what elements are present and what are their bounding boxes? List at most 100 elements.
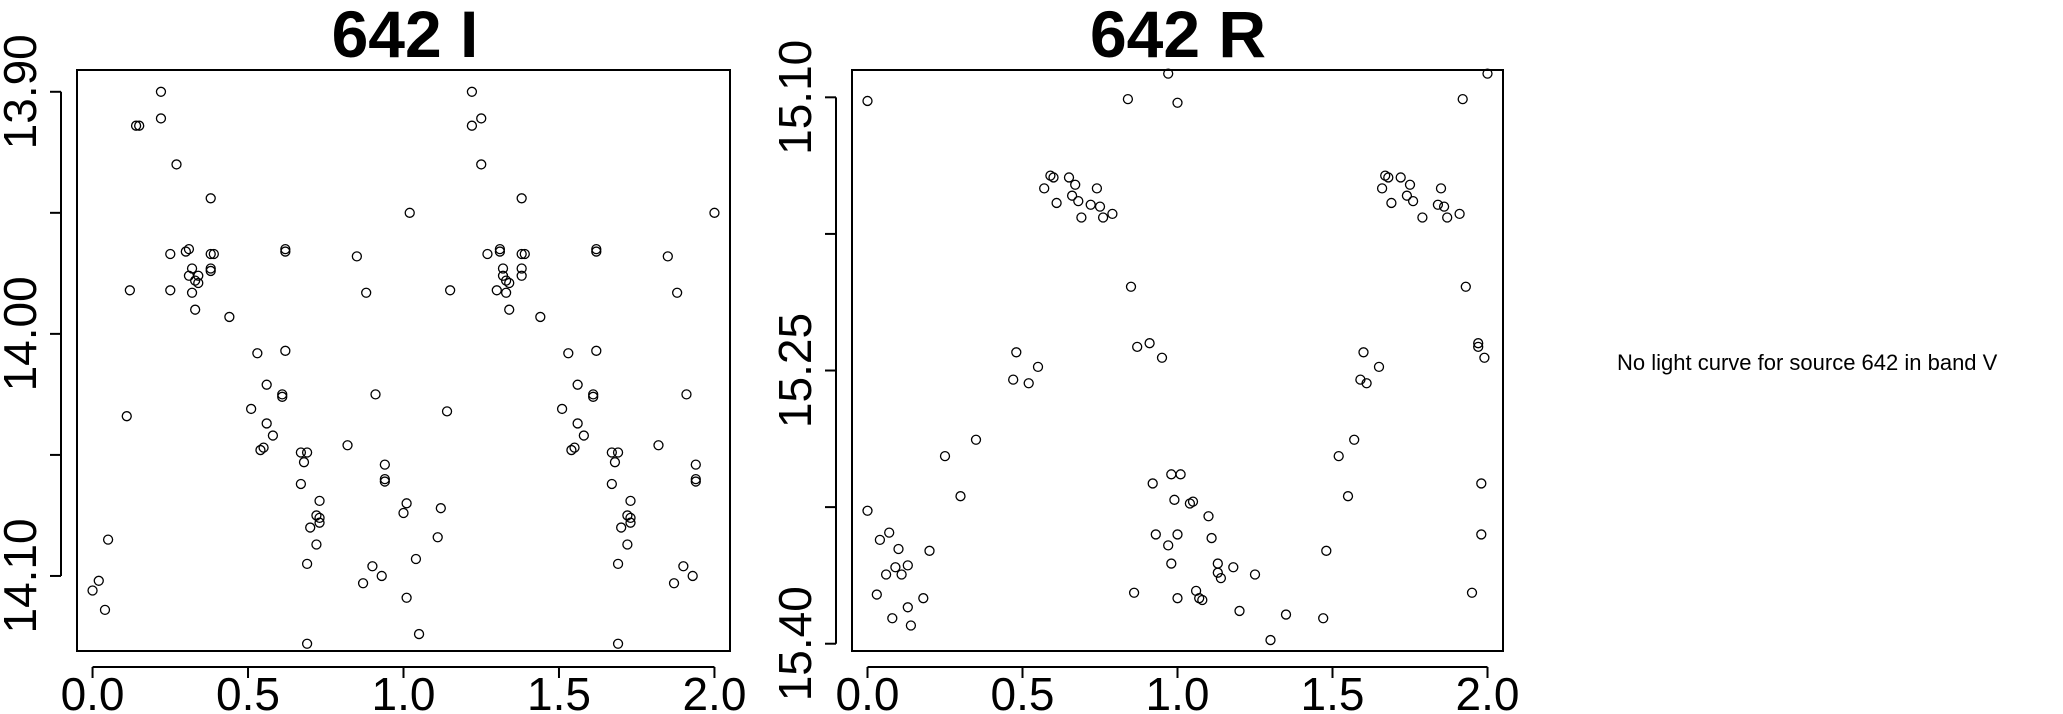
data-point: [1175, 469, 1186, 480]
data-point: [93, 575, 104, 586]
data-point: [130, 120, 142, 131]
data-point: [625, 517, 636, 528]
x-tick-label: 0.0: [836, 668, 900, 714]
data-point: [1166, 469, 1177, 480]
data-point: [1280, 609, 1292, 620]
data-point: [1349, 434, 1360, 445]
y-tick-label: 14.00: [0, 276, 46, 391]
data-point: [379, 476, 390, 487]
data-point: [1107, 208, 1118, 220]
data-point: [1358, 347, 1369, 358]
data-point: [245, 403, 257, 415]
data-point: [410, 553, 422, 565]
plot-frame: [76, 69, 731, 652]
data-point: [709, 207, 720, 218]
data-point: [1466, 587, 1478, 598]
data-point: [1097, 212, 1109, 223]
data-point: [1172, 593, 1183, 604]
x-tick-label: 1.5: [1301, 668, 1365, 714]
data-point: [1376, 183, 1388, 194]
x-tick-label: 0.5: [991, 668, 1055, 714]
data-point: [1048, 172, 1059, 183]
data-point: [301, 558, 313, 569]
data-point: [102, 534, 114, 545]
data-point: [1417, 212, 1428, 223]
data-point: [497, 263, 509, 274]
data-point: [193, 270, 204, 281]
data-point: [918, 593, 929, 604]
x-tick-label: 0.5: [216, 668, 280, 714]
data-point: [862, 95, 873, 107]
data-point: [1094, 201, 1106, 212]
x-tick-label: 2.0: [1456, 668, 1520, 714]
data-point: [351, 251, 363, 262]
data-point: [1318, 613, 1329, 624]
data-point: [186, 263, 198, 274]
y-tick-label: 15.10: [769, 40, 821, 155]
data-point: [1249, 569, 1261, 580]
data-point: [1073, 195, 1084, 207]
data-point: [1482, 68, 1493, 79]
x-tick-label: 0.0: [61, 668, 125, 714]
data-point: [1395, 172, 1406, 183]
data-point: [653, 440, 664, 451]
data-point: [1132, 341, 1143, 352]
x-tick-label: 2.0: [682, 668, 746, 714]
data-point: [193, 277, 204, 289]
data-point: [491, 285, 502, 296]
data-point: [476, 113, 487, 124]
data-point: [261, 379, 272, 390]
data-point: [1128, 587, 1140, 598]
data-point: [887, 613, 898, 624]
data-point: [444, 285, 456, 296]
data-point: [1438, 201, 1450, 212]
data-point: [190, 304, 201, 315]
data-point: [1476, 529, 1487, 540]
data-point: [165, 285, 176, 296]
data-point: [612, 638, 624, 649]
data-point: [668, 578, 680, 589]
data-point: [1197, 594, 1208, 606]
y-tick-label: 15.40: [769, 586, 821, 701]
data-point: [435, 503, 446, 514]
data-point: [681, 389, 692, 400]
data-point: [205, 248, 216, 260]
data-point: [314, 495, 325, 507]
data-point: [261, 418, 272, 429]
data-point: [880, 569, 892, 580]
data-point: [1479, 352, 1490, 363]
data-point: [1473, 341, 1484, 352]
data-point: [516, 248, 527, 260]
data-point: [1404, 179, 1416, 190]
data-point: [1091, 183, 1103, 194]
data-point: [1066, 190, 1078, 201]
data-point: [1373, 361, 1385, 373]
data-point: [301, 638, 313, 649]
data-point: [1032, 361, 1044, 373]
data-point: [606, 478, 617, 490]
data-point: [224, 311, 235, 323]
data-point: [99, 604, 111, 615]
data-point: [625, 512, 636, 524]
data-point: [171, 159, 182, 170]
data-point: [398, 507, 409, 519]
data-point: [1432, 199, 1444, 210]
data-point: [401, 592, 412, 603]
data-point: [572, 379, 583, 390]
data-point: [277, 391, 288, 402]
data-point: [370, 389, 381, 400]
data-point: [1085, 199, 1096, 210]
x-tick-label: 1.0: [1146, 668, 1210, 714]
data-point: [376, 570, 387, 582]
data-point: [1212, 567, 1223, 578]
data-point: [121, 411, 132, 422]
data-point: [305, 522, 316, 533]
data-point: [155, 86, 167, 97]
data-point: [591, 345, 602, 356]
data-point: [569, 442, 580, 453]
data-point: [413, 628, 425, 640]
data-point: [500, 275, 512, 286]
data-point: [1476, 478, 1487, 489]
x-tick-label: 1.0: [372, 668, 436, 714]
data-point: [1163, 68, 1174, 79]
